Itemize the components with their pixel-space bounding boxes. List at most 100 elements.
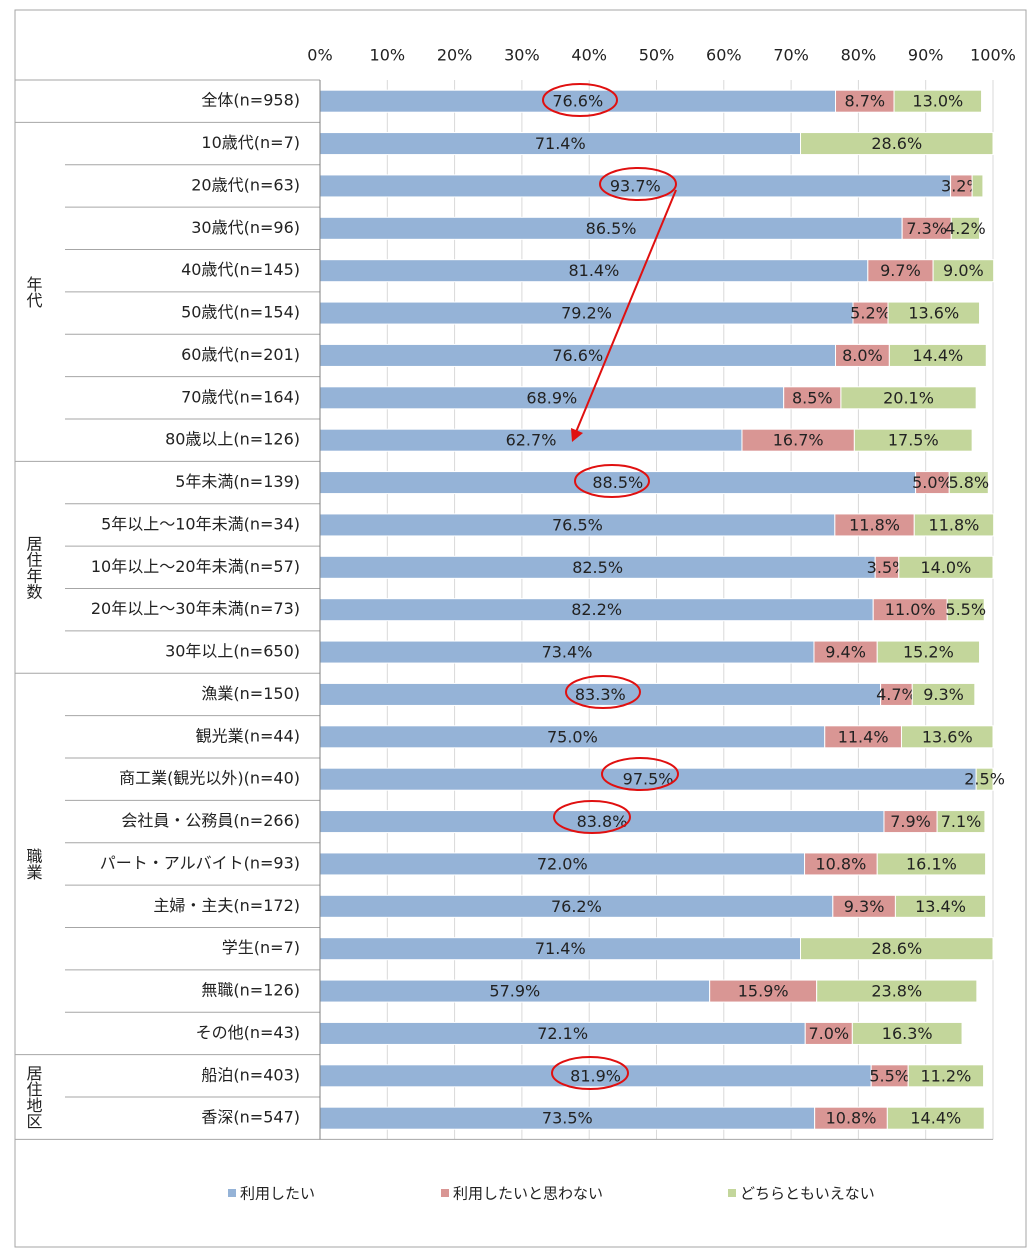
- x-tick-label: 0%: [307, 46, 332, 65]
- data-label: 5.5%: [869, 1066, 910, 1085]
- bar-segment: [950, 216, 981, 240]
- y-tick-label: その他(n=43): [196, 1023, 300, 1042]
- data-label: 13.0%: [912, 92, 963, 111]
- y-tick-label: 全体(n=958): [201, 91, 300, 110]
- plot-area: 0% 10% 20% 30% 40% 50% 60% 70% 80% 90% 100% 年代居住年数職…: [15, 46, 1016, 1203]
- legend-label: 利用したいと思わない: [453, 1185, 603, 1203]
- bar-segment: [840, 386, 977, 410]
- legend-label: どちらともいえない: [740, 1185, 875, 1203]
- data-label: 2.5%: [964, 770, 1005, 789]
- data-label: 7.9%: [890, 812, 931, 831]
- data-label: 82.5%: [572, 558, 623, 577]
- bar-segment: [888, 343, 987, 367]
- data-label: 82.2%: [571, 600, 622, 619]
- y-tick-label: 5年未満(n=139): [175, 472, 300, 491]
- data-label: 88.5%: [592, 473, 643, 492]
- data-label: 16.3%: [882, 1024, 933, 1043]
- highlight-ellipse: [574, 464, 650, 498]
- data-label: 72.1%: [537, 1024, 588, 1043]
- x-tick-label: 80%: [841, 46, 877, 65]
- group-label: 年代: [24, 276, 43, 309]
- data-label: 9.7%: [880, 261, 921, 280]
- data-label: 3.5%: [867, 558, 908, 577]
- highlight-ellipse: [551, 1056, 629, 1090]
- highlight-ellipse: [601, 757, 679, 791]
- data-label: 7.3%: [906, 219, 947, 238]
- data-label: 75.0%: [547, 727, 598, 746]
- data-label: 15.2%: [903, 643, 954, 662]
- highlight-ellipse: [542, 83, 618, 117]
- x-tick-label: 30%: [504, 46, 540, 65]
- bar-segment: [948, 471, 989, 495]
- data-label: 81.4%: [568, 261, 619, 280]
- data-label: 23.8%: [871, 982, 922, 1001]
- bar-segment: [800, 937, 994, 961]
- highlight-ellipse: [553, 800, 631, 834]
- group-label: 居住年数: [24, 535, 43, 599]
- bar-segment: [887, 301, 981, 325]
- y-tick-label: 30歳代(n=96): [191, 218, 300, 237]
- data-label: 9.3%: [923, 685, 964, 704]
- data-label: 17.5%: [888, 431, 939, 450]
- data-label: 14.4%: [910, 1109, 961, 1128]
- y-tick-label: パート・アルバイト(n=93): [100, 853, 300, 872]
- data-label: 15.9%: [738, 982, 789, 1001]
- group-label: 居住地区: [24, 1065, 43, 1129]
- data-label: 8.5%: [792, 388, 833, 407]
- data-label: 11.0%: [885, 600, 936, 619]
- bar-segment: [946, 598, 985, 622]
- data-label: 28.6%: [871, 939, 922, 958]
- data-label: 5.0%: [912, 473, 953, 492]
- data-label: 72.0%: [537, 854, 588, 873]
- y-tick-label: 香深(n=547): [201, 1108, 300, 1127]
- data-label: 86.5%: [586, 219, 637, 238]
- y-tick-label: 20歳代(n=63): [191, 175, 300, 194]
- data-label: 13.6%: [908, 304, 959, 323]
- data-label: 97.5%: [623, 770, 674, 789]
- data-label: 5.2%: [850, 304, 891, 323]
- bar-segment: [876, 640, 981, 664]
- data-label: 14.4%: [912, 346, 963, 365]
- data-label: 28.6%: [871, 134, 922, 153]
- bar-segment: [800, 132, 994, 156]
- bar-segment: [913, 513, 995, 537]
- y-tick-label: 主婦・主夫(n=172): [153, 896, 300, 915]
- data-label: 20.1%: [883, 388, 934, 407]
- x-tick-label: 70%: [773, 46, 809, 65]
- bar-segment: [900, 725, 994, 749]
- y-tick-label: 会社員・公務員(n=266): [121, 811, 300, 830]
- data-label: 11.4%: [838, 727, 889, 746]
- y-tick-label: 10年以上～20年未満(n=57): [91, 557, 300, 576]
- bar-segment: [893, 89, 983, 113]
- bar-segment: [886, 1106, 985, 1130]
- data-label: 11.2%: [920, 1066, 971, 1085]
- y-tick-label: 漁業(n=150): [201, 684, 300, 703]
- legend-swatch: [228, 1189, 236, 1197]
- data-label: 7.0%: [808, 1024, 849, 1043]
- y-tick-label: 5年以上～10年未満(n=34): [101, 514, 300, 533]
- bar-segment: [816, 979, 978, 1003]
- data-label: 5.5%: [945, 600, 986, 619]
- data-label: 9.3%: [844, 897, 885, 916]
- data-label: 16.7%: [773, 431, 824, 450]
- x-tick-label: 50%: [639, 46, 675, 65]
- data-label: 68.9%: [526, 388, 577, 407]
- y-tick-label: 10歳代(n=7): [201, 133, 300, 152]
- bar-segment: [971, 174, 984, 198]
- x-tick-label: 40%: [571, 46, 607, 65]
- legend-label: 利用したい: [240, 1185, 315, 1203]
- y-tick-label: 船泊(n=403): [201, 1065, 300, 1084]
- y-tick-label: 30年以上(n=650): [165, 642, 300, 661]
- data-label: 10.8%: [815, 854, 866, 873]
- data-label: 71.4%: [535, 939, 586, 958]
- data-label: 81.9%: [570, 1066, 621, 1085]
- y-tick-label: 商工業(観光以外)(n=40): [119, 769, 300, 788]
- data-label: 7.1%: [941, 812, 982, 831]
- data-label: 10.8%: [826, 1109, 877, 1128]
- data-label: 57.9%: [489, 982, 540, 1001]
- x-tick-label: 90%: [908, 46, 944, 65]
- highlight-ellipse: [565, 675, 641, 709]
- data-label: 4.7%: [876, 685, 917, 704]
- data-label: 76.5%: [552, 515, 603, 534]
